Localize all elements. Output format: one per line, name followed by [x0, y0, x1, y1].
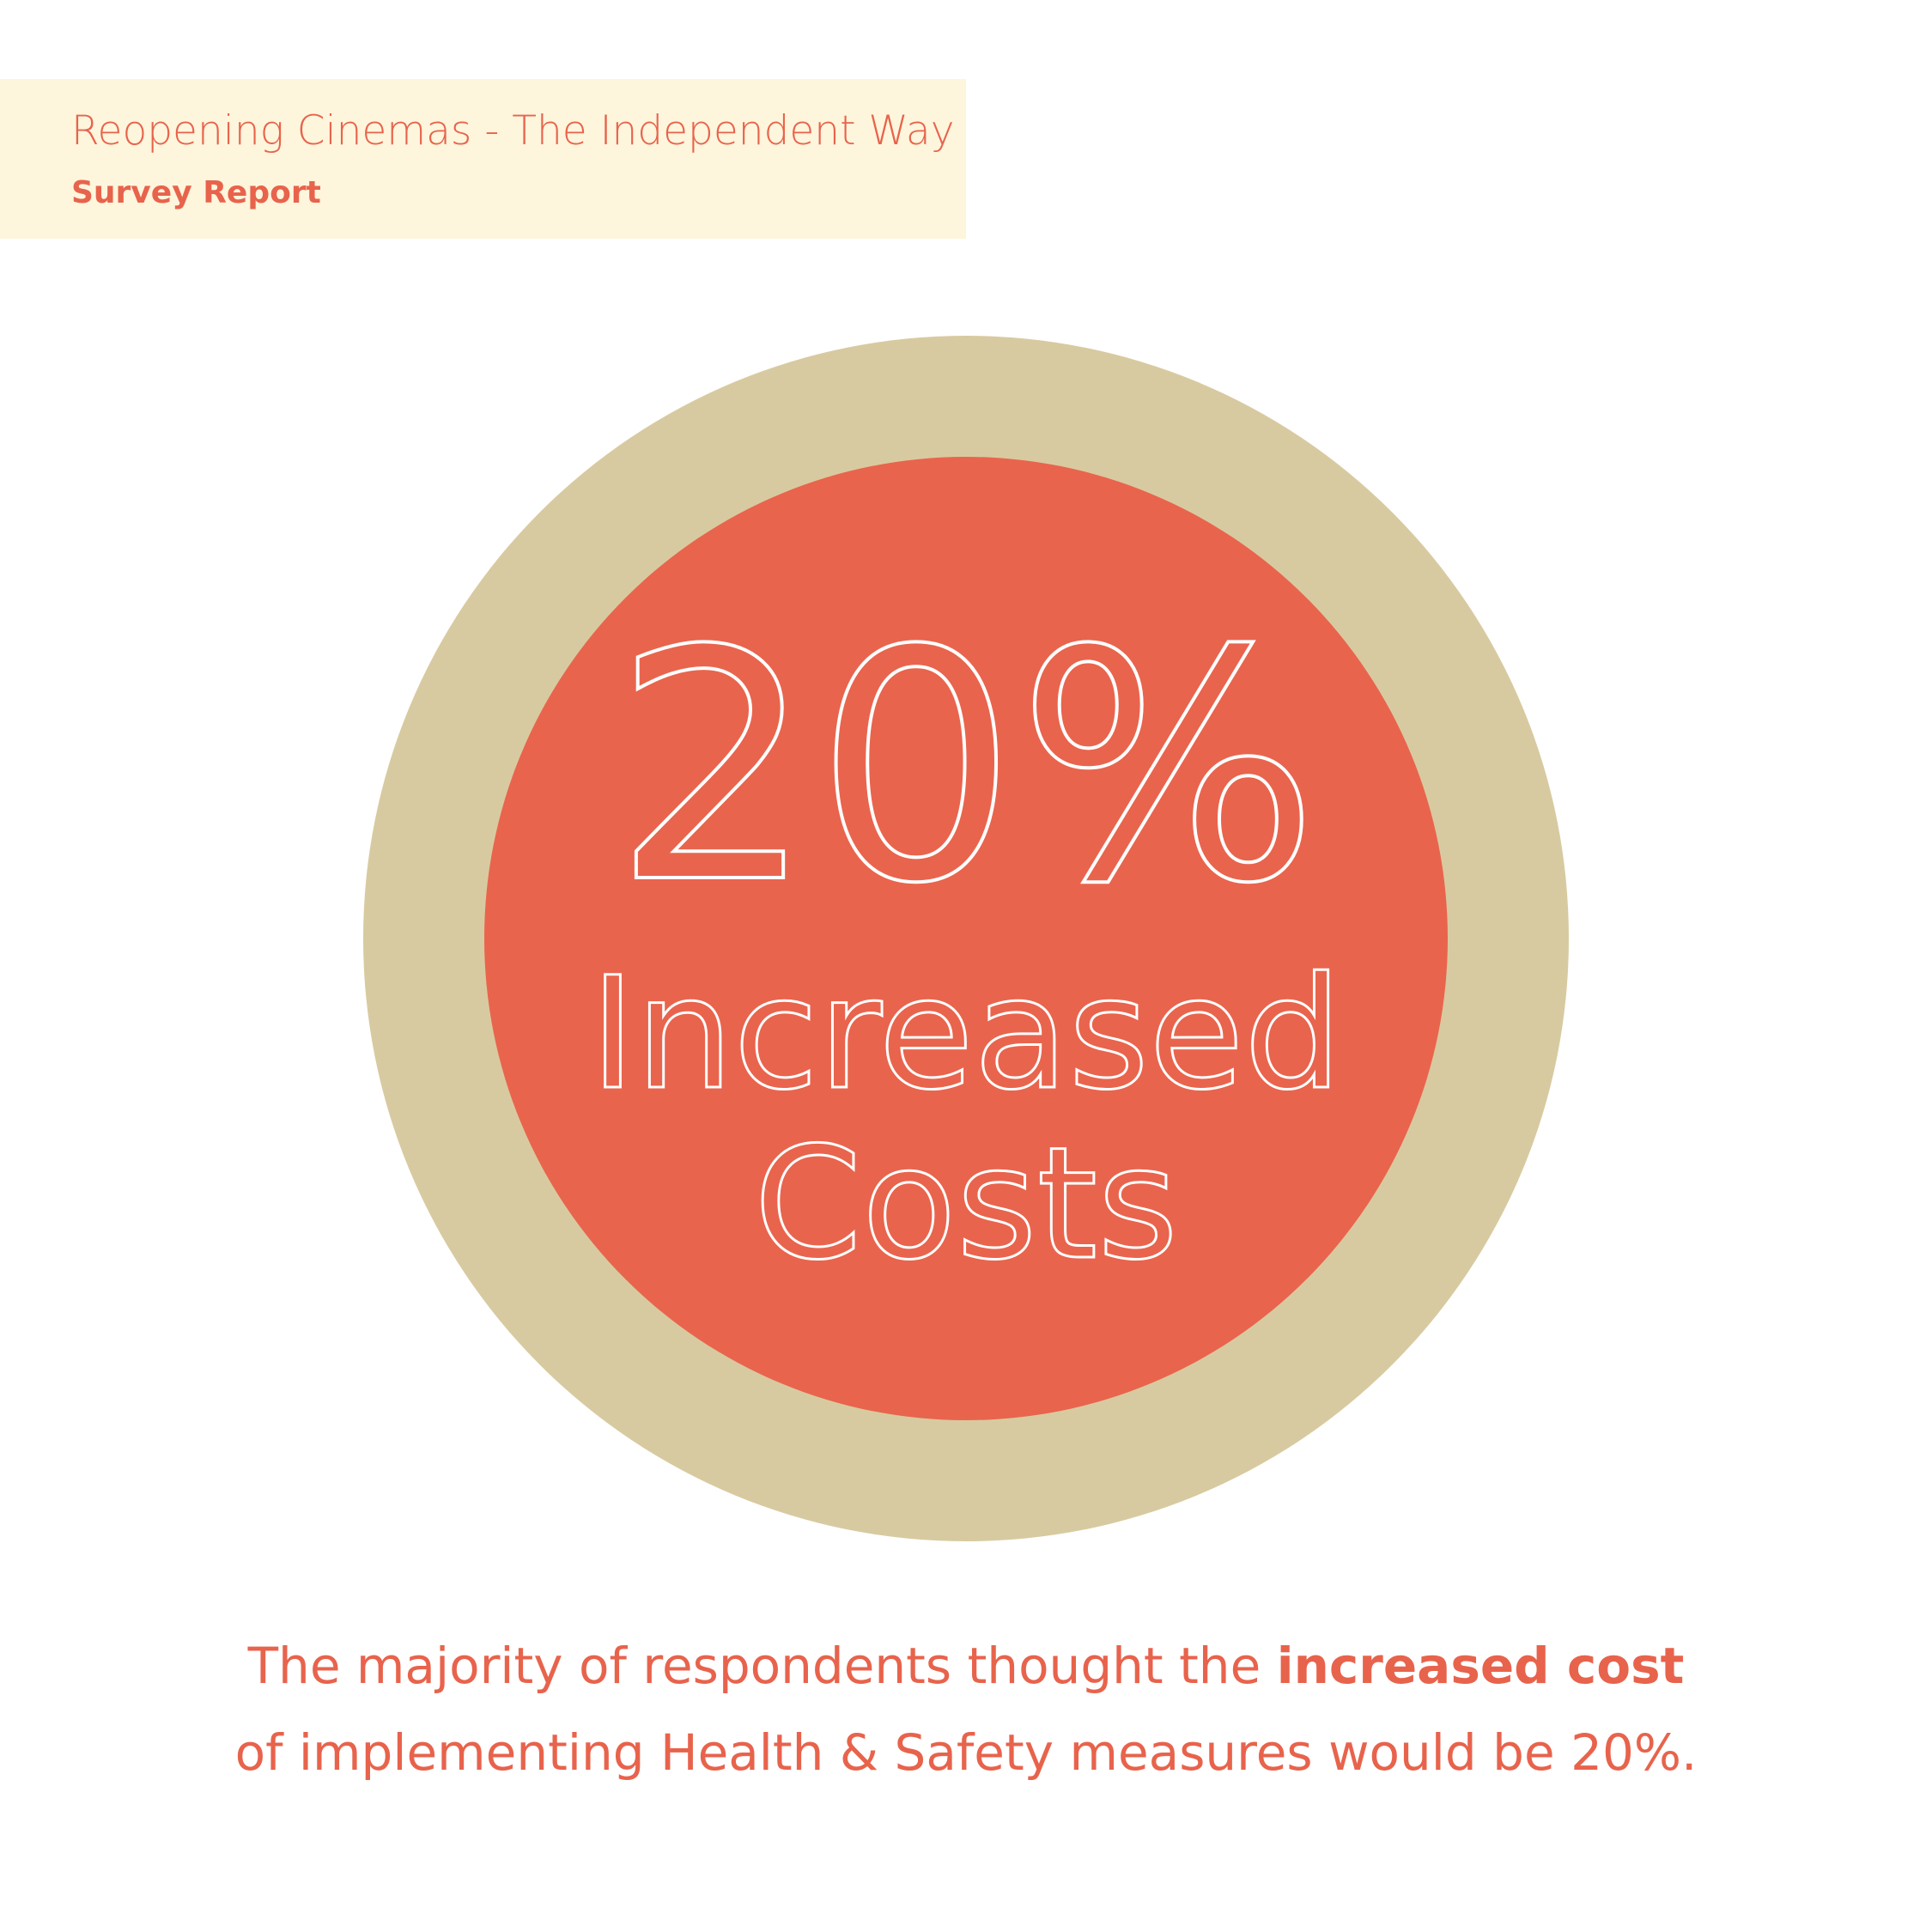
caption-line: The majority of respondents thought the … [247, 1637, 1685, 1695]
inner-circle [484, 457, 1448, 1420]
figure-label: Increased [590, 945, 1342, 1124]
caption-line: of implementing Health & Safety measures… [235, 1723, 1698, 1782]
header-subtitle: Survey Report [71, 175, 321, 210]
figure-value: 20% [613, 584, 1319, 953]
figure-label: Costs [754, 1115, 1178, 1294]
header-band [0, 79, 966, 239]
caption-emphasis: increased cost [1277, 1637, 1685, 1695]
header-title: Reopening Cinemas - The Independent Way [71, 107, 955, 155]
caption-text: The majority of respondents thought the [247, 1637, 1277, 1695]
